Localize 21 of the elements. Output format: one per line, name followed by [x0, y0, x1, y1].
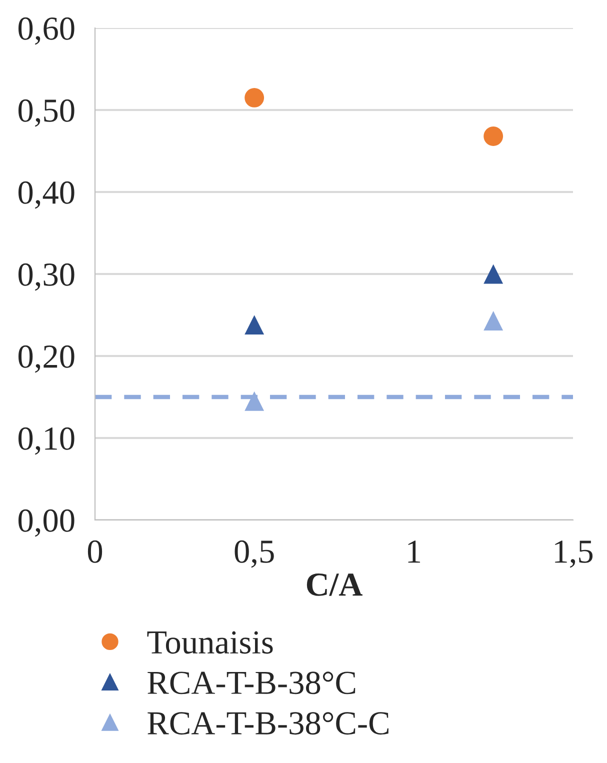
point: [484, 311, 504, 330]
y-tick-label: 0,50: [18, 99, 74, 127]
x-axis-title: C/A: [306, 574, 362, 596]
x-tick-label: 0,5: [234, 540, 274, 568]
point: [484, 126, 504, 146]
legend-label: Tounaisis: [147, 631, 273, 654]
x-tick-label: 0: [88, 540, 102, 563]
legend-label: RCA-T-B-38°C-C: [148, 712, 388, 735]
point: [244, 391, 264, 411]
y-tick-label: 0,40: [18, 181, 74, 209]
point: [484, 264, 504, 284]
point: [244, 88, 264, 108]
x-tick-label: 1,5: [555, 540, 593, 568]
legend-label: RCA-T-B-38°C: [148, 672, 356, 694]
y-tick-label: 0,30: [18, 263, 74, 291]
x-tick-label: 1: [408, 540, 420, 563]
y-tick-label: 0,60: [18, 17, 74, 45]
y-tick-label: 0,00: [18, 509, 74, 537]
y-tick-label: 0,10: [18, 427, 74, 455]
point: [244, 315, 264, 335]
y-tick-label: 0,20: [18, 345, 74, 373]
